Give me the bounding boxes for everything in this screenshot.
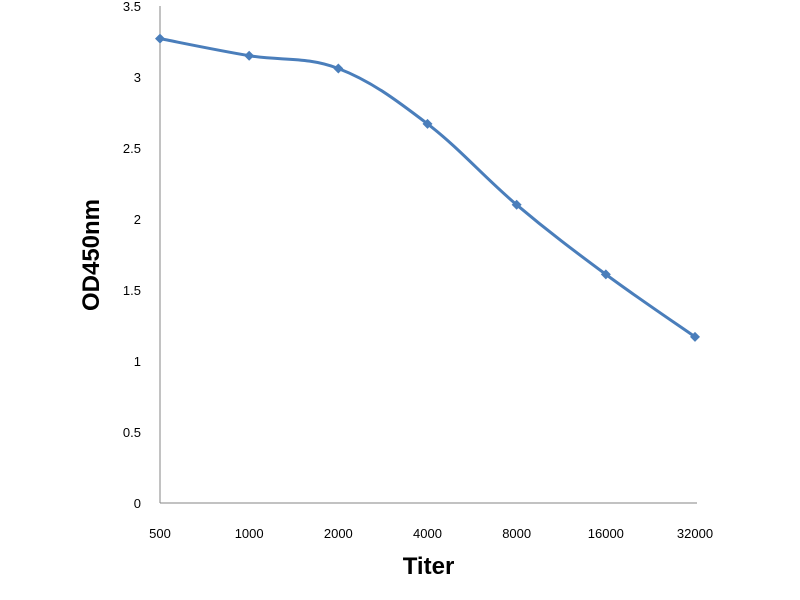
- x-tick-label: 4000: [413, 526, 442, 541]
- data-point-marker: [422, 118, 433, 129]
- data-point-marker: [690, 331, 700, 342]
- x-tick-label: 1000: [235, 526, 264, 541]
- data-points: [155, 33, 700, 342]
- data-point-marker: [511, 199, 522, 210]
- y-tick-label: 0: [134, 496, 141, 511]
- data-point-marker: [155, 33, 165, 44]
- x-axis-title: Titer: [403, 553, 455, 580]
- y-tick-label: 2.5: [123, 141, 141, 156]
- x-tick-labels: 500 1000 2000 4000 8000 16000 32000: [149, 526, 713, 541]
- series-line: [159, 37, 696, 339]
- x-tick-label: 8000: [502, 526, 531, 541]
- y-tick-label: 0.5: [123, 425, 141, 440]
- y-tick-label: 1.5: [123, 283, 141, 298]
- data-point-marker: [333, 63, 344, 74]
- x-tick-label: 32000: [677, 526, 713, 541]
- data-point-marker: [244, 50, 255, 61]
- axes: [159, 6, 697, 504]
- y-tick-label: 1: [134, 354, 141, 369]
- x-tick-label: 500: [149, 526, 171, 541]
- y-tick-label: 3: [134, 70, 141, 85]
- y-tick-label: 3.5: [123, 0, 141, 14]
- x-tick-label: 16000: [588, 526, 624, 541]
- y-tick-label: 2: [134, 212, 141, 227]
- x-tick-label: 2000: [324, 526, 353, 541]
- y-axis-title: OD450nm: [78, 199, 105, 311]
- data-point-marker: [600, 269, 611, 280]
- y-tick-labels: 0 0.5 1 1.5 2 2.5 3 3.5: [123, 0, 141, 511]
